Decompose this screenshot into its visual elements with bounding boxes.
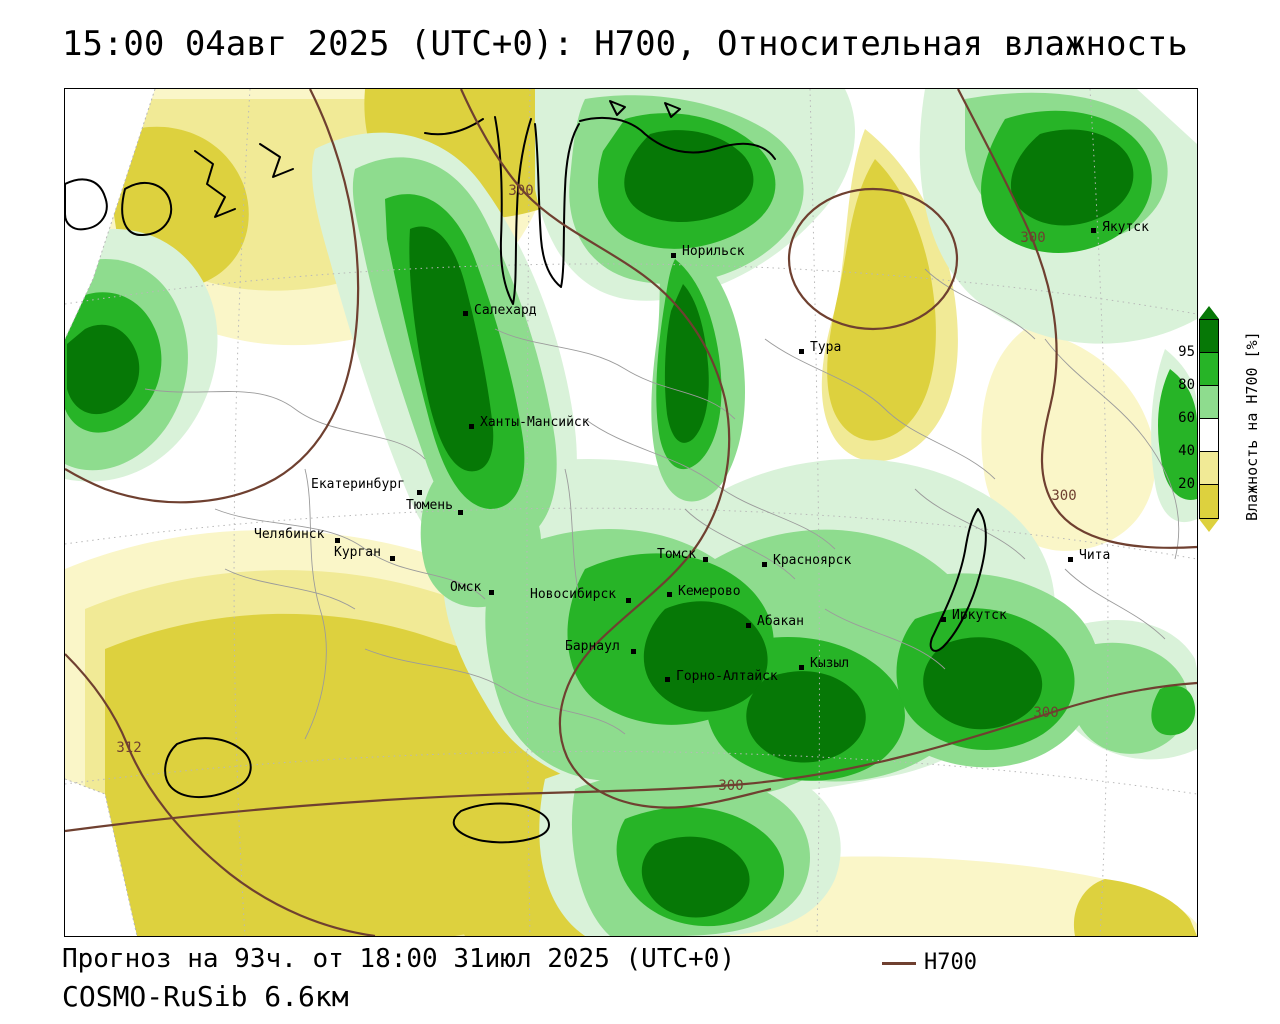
coastline: [65, 100, 987, 844]
h700-isolines: [65, 89, 1197, 936]
colorbar-segment: [1200, 485, 1218, 518]
colorbar-segments: [1199, 319, 1219, 519]
colorbar-tick-label: 95: [1178, 344, 1195, 360]
colorbar-segment: [1200, 419, 1218, 452]
colorbar-tick-label: 40: [1178, 443, 1195, 459]
colorbar-tick-label: 20: [1178, 476, 1195, 492]
humidity-map-svg: [65, 89, 1197, 936]
humidity-field: [65, 89, 1197, 936]
colorbar-tick: [1199, 484, 1219, 485]
h700-line-swatch: [882, 961, 916, 965]
colorbar-tick: [1199, 352, 1219, 353]
colorbar-tick: [1199, 451, 1219, 452]
colorbar-title: Влажность на H700 [%]: [1243, 331, 1261, 521]
admin-borders: [144, 268, 1180, 740]
colorbar: 95 80 60 40 20 Влажность на H700 [%]: [1140, 306, 1280, 556]
colorbar-tick: [1199, 385, 1219, 386]
colorbar-arrow-top: [1199, 306, 1219, 319]
domain-edge-mask: [65, 89, 1197, 936]
map-container: 300 300 300 300 300 312 Якутск Норильск Тура Сал…: [64, 88, 1198, 937]
colorbar-segment: [1200, 353, 1218, 386]
colorbar-arrow-bottom: [1199, 519, 1219, 532]
colorbar-tick-label: 60: [1178, 410, 1195, 426]
colorbar-segment: [1200, 452, 1218, 485]
lake-outline-south: [452, 802, 550, 844]
colorbar-segment: [1200, 320, 1218, 353]
colorbar-tick-label: 80: [1178, 377, 1195, 393]
lake-outline-southwest: [164, 737, 252, 799]
page-title: 15:00 04авг 2025 (UTC+0): H700, Относите…: [62, 24, 1188, 64]
lake-baikal-outline: [929, 508, 987, 652]
h700-legend: H700: [882, 950, 977, 975]
model-info: COSMO-RuSib 6.6км: [62, 980, 349, 1013]
colorbar-segment: [1200, 386, 1218, 419]
h700-legend-label: H700: [924, 950, 977, 975]
forecast-info: Прогноз на 93ч. от 18:00 31июл 2025 (UTC…: [62, 944, 736, 974]
colorbar-tick: [1199, 418, 1219, 419]
